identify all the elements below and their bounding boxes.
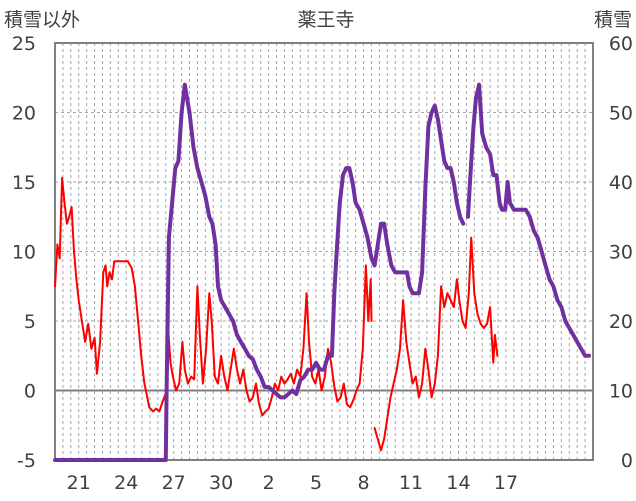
x-axis-tick-labels: 21 24 27 30 2 5 8 11 14 17	[67, 472, 518, 494]
right-tick-label: 60	[609, 33, 633, 55]
chart-title: 薬王寺	[297, 9, 354, 31]
right-tick-label: 40	[609, 172, 633, 194]
left-tick-label: 20	[12, 103, 36, 125]
right-axis-title: 積雪	[594, 9, 632, 31]
left-axis-title: 積雪以外	[4, 9, 80, 31]
snow-depth-line	[53, 82, 591, 462]
left-tick-label: 25	[12, 33, 36, 55]
series-lines	[53, 82, 591, 462]
left-tick-label: -5	[17, 450, 36, 472]
right-axis-tick-labels: 60 50 40 30 20 10 0	[609, 33, 633, 472]
left-tick-label: 15	[12, 172, 36, 194]
left-tick-label: 10	[12, 242, 36, 264]
right-tick-label: 10	[609, 381, 633, 403]
left-tick-label: 0	[24, 381, 36, 403]
x-tick-label: 5	[310, 472, 322, 494]
x-tick-label: 30	[209, 472, 233, 494]
non-snow-line	[54, 176, 499, 452]
right-tick-label: 30	[609, 242, 633, 264]
x-tick-label: 14	[446, 472, 470, 494]
x-tick-label: 24	[114, 472, 138, 494]
x-tick-label: 8	[358, 472, 370, 494]
x-tick-label: 17	[494, 472, 518, 494]
right-tick-label: 50	[609, 103, 633, 125]
x-tick-label: 2	[263, 472, 275, 494]
plot-frame	[54, 42, 594, 461]
x-tick-label: 27	[162, 472, 186, 494]
left-axis-tick-labels: 25 20 15 10 5 0 -5	[12, 33, 36, 472]
left-tick-label: 5	[24, 311, 36, 333]
x-tick-label: 11	[399, 472, 423, 494]
grid-lines	[55, 43, 593, 460]
right-tick-label: 20	[609, 311, 633, 333]
right-tick-label: 0	[621, 450, 633, 472]
x-tick-label: 21	[67, 472, 91, 494]
